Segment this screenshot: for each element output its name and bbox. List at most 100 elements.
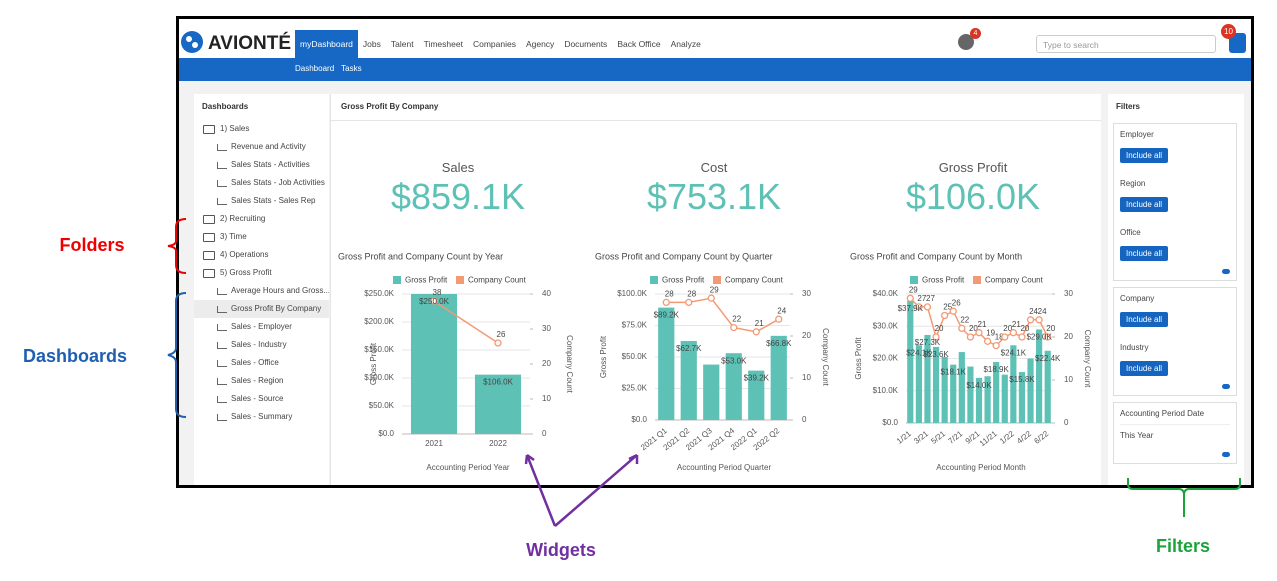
folder[interactable]: 4) Operations	[194, 246, 329, 264]
nav-item[interactable]: Documents	[564, 39, 608, 49]
y2-tick-label: 30	[542, 324, 551, 333]
line	[433, 300, 499, 344]
dashboard-item[interactable]: Revenue and Activity	[194, 138, 329, 156]
toggle[interactable]	[1222, 384, 1230, 389]
include-all-button[interactable]: Include all	[1120, 246, 1169, 261]
line-point	[992, 341, 1000, 350]
y-tick-label: $25.0K	[622, 384, 648, 393]
include-all-button[interactable]: Include all	[1120, 312, 1169, 327]
bar-label: $15.8K	[1009, 375, 1035, 384]
filters-panel: Filters Employer Include all Region Include…	[1108, 94, 1244, 485]
line-point	[958, 324, 966, 333]
point-label: 24	[1029, 307, 1038, 316]
dashboard-label: Revenue and Activity	[231, 142, 306, 151]
bar	[1036, 329, 1043, 423]
include-all-button[interactable]: Include all	[1120, 148, 1169, 163]
dashboard-item[interactable]: Gross Profit By Company	[194, 300, 329, 318]
sub-nav-item[interactable]: Tasks	[341, 64, 362, 73]
include-all-button[interactable]: Include all	[1120, 361, 1169, 376]
nav-item[interactable]: Talent	[390, 39, 414, 49]
y2-tick-label: 40	[542, 289, 551, 298]
toggle[interactable]	[1222, 269, 1230, 274]
dashboard-item[interactable]: Sales - Office	[194, 354, 329, 372]
bar	[1010, 345, 1017, 423]
sub-nav-item[interactable]: Dashboard	[295, 64, 335, 73]
dashboard-label: Sales - Summary	[231, 412, 293, 421]
y-tick-label: $30.0K	[873, 321, 899, 330]
line-point	[1026, 316, 1035, 324]
point-label: 22	[960, 316, 969, 325]
nav-item[interactable]: Companies	[472, 39, 516, 49]
filter-value[interactable]: This Year	[1120, 424, 1230, 440]
line-point	[430, 297, 438, 305]
y2-tick-label: 0	[802, 415, 807, 424]
dashboard-icon	[217, 414, 227, 421]
line-point	[906, 294, 914, 302]
y2-axis-label: Company Count	[565, 335, 574, 394]
dashboard-item[interactable]: Sales - Summary	[194, 408, 329, 426]
alert-badge: 10	[1221, 24, 1236, 39]
line-point	[1035, 316, 1043, 324]
avatar[interactable]	[958, 34, 974, 50]
dashboard-item[interactable]: Sales Stats - Sales Rep	[194, 192, 329, 210]
line-point	[1001, 333, 1009, 341]
notification-badge: 4	[970, 28, 981, 39]
bar-label: $24.1K	[1001, 348, 1027, 357]
folder-label: 2) Recruiting	[220, 214, 266, 223]
x-tick-label: 2022	[489, 439, 507, 448]
y-tick-label: $40.0K	[873, 289, 899, 298]
legend-swatch	[650, 276, 658, 284]
bar	[1001, 374, 1008, 423]
dashboard-item[interactable]: Sales - Industry	[194, 336, 329, 354]
nav-item[interactable]: Back Office	[617, 39, 661, 49]
line-point	[494, 339, 502, 347]
x-axis-label: Accounting Period Month	[936, 463, 1025, 472]
dashboard-item[interactable]: Sales Stats - Activities	[194, 156, 329, 174]
nav-item[interactable]: Analyze	[670, 39, 701, 49]
nav-item[interactable]: Jobs	[362, 39, 381, 49]
nav-item[interactable]: Agency	[525, 39, 555, 49]
point-label: 28	[687, 290, 696, 299]
folder[interactable]: 3) Time	[194, 228, 329, 246]
dashboard-icon	[217, 342, 227, 349]
line-point	[662, 298, 670, 307]
include-all-button[interactable]: Include all	[1120, 197, 1169, 212]
dashboard-icon	[217, 396, 227, 403]
bar-label: $24.1K	[906, 348, 932, 357]
y-tick-label: $20.0K	[873, 354, 899, 363]
bar-label: $89.2K	[654, 311, 680, 320]
filters-title: Filters	[1116, 102, 1141, 111]
dashboard-item[interactable]: Average Hours and Gross...	[194, 282, 329, 300]
point-label: 21	[755, 319, 764, 328]
point-label: 20	[1003, 324, 1012, 333]
logo-icon	[181, 31, 203, 53]
dashboard-label: Sales - Office	[231, 358, 279, 367]
help-icon[interactable]	[1229, 33, 1246, 53]
toggle[interactable]	[1222, 452, 1230, 457]
nav-item[interactable]: myDashboard	[295, 30, 358, 58]
folder-label: 1) Sales	[220, 124, 250, 133]
line-point	[1009, 329, 1018, 337]
folder[interactable]: 1) Sales	[194, 120, 329, 138]
dashboard-item[interactable]: Sales - Region	[194, 372, 329, 390]
bar-label: $250.0K	[419, 297, 449, 306]
dashboard-item[interactable]: Sales Stats - Job Activities	[194, 174, 329, 192]
bar	[950, 364, 957, 423]
dashboard-item[interactable]: Sales - Employer	[194, 318, 329, 336]
point-label: 28	[665, 290, 674, 299]
folder[interactable]: 2) Recruiting	[194, 210, 329, 228]
bar	[680, 340, 697, 420]
bar	[932, 346, 940, 423]
nav-item[interactable]: Timesheet	[423, 39, 463, 49]
dashboard-item[interactable]: Sales - Source	[194, 390, 329, 408]
search-box[interactable]: Type to search	[1036, 35, 1216, 53]
folder[interactable]: 5) Gross Profit	[194, 264, 329, 282]
bar-label: $27.3K	[915, 338, 941, 347]
dashboard-label: Sales - Employer	[231, 322, 292, 331]
bar-label: $14.0K	[966, 381, 992, 390]
point-label: 24	[777, 306, 786, 315]
x-tick-label: 1/21	[895, 429, 913, 446]
legend-swatch	[973, 276, 981, 284]
filter-groups: Employer Include all Region Include all Offi…	[1113, 123, 1237, 470]
